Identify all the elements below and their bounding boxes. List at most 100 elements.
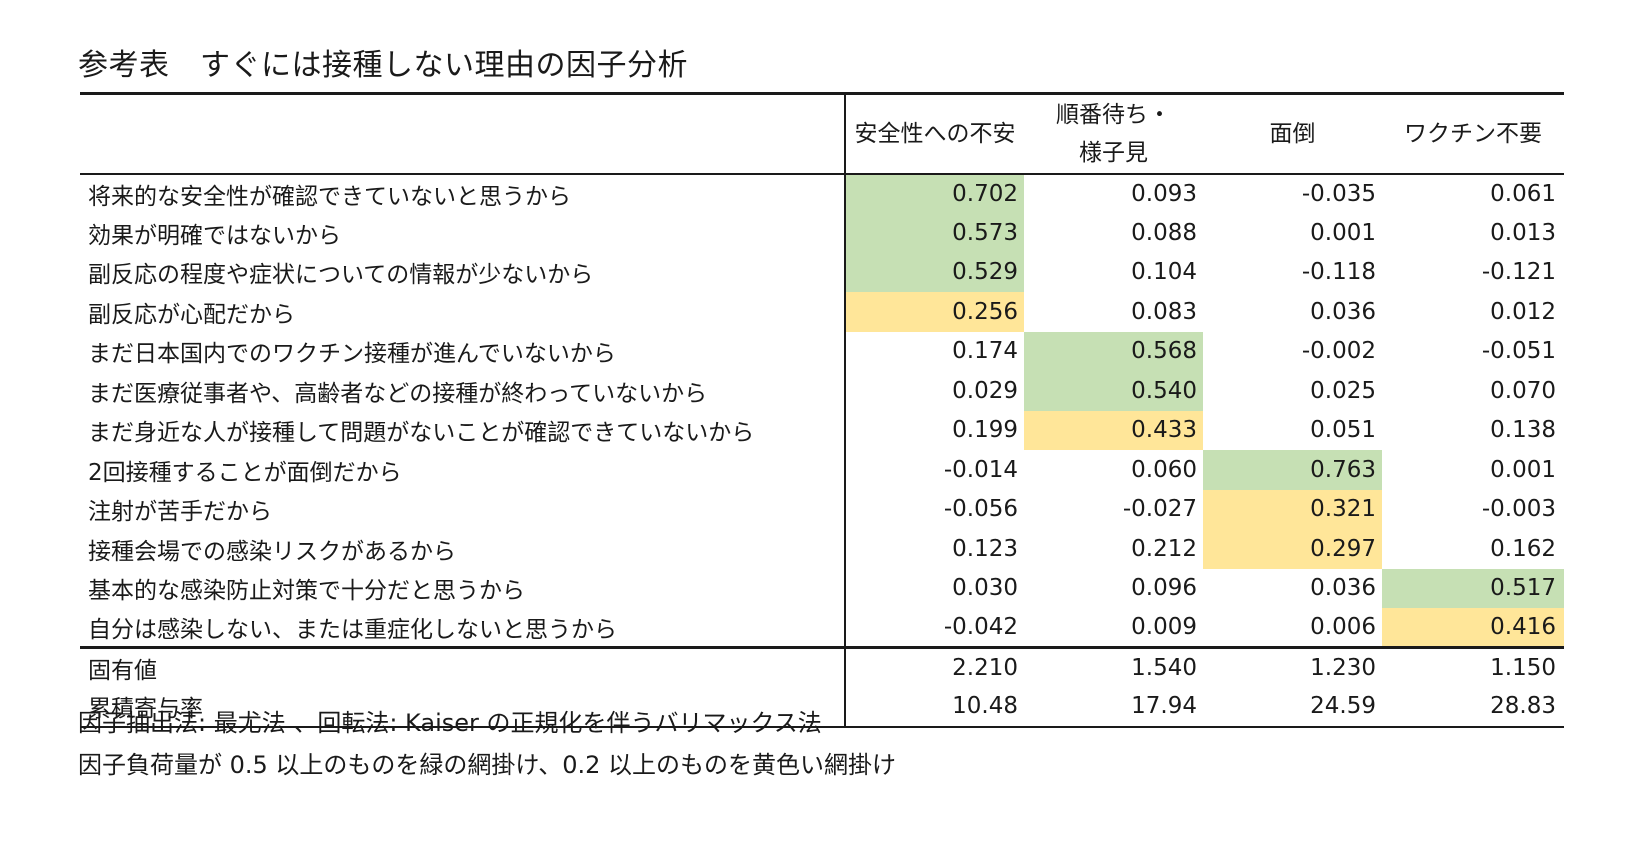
column-header-label-line1: 順番待ち・ [1056,101,1171,128]
column-header-troublesome: 面倒 [1203,92,1382,175]
table-row: 自分は感染しない、または重症化しないと思うから -0.042 0.009 0.006 0… [80,608,1564,648]
table-row: 将来的な安全性が確認できていないと思うから 0.702 0.093 -0.035 0.0… [80,173,1564,213]
row-label: 自分は感染しない、または重症化しないと思うから [88,617,617,643]
loading-value-cell: -0.056 [844,489,1024,529]
loading-value-cell: 0.256 [844,292,1024,332]
column-header-safety-concern: 安全性への不安 [844,92,1024,175]
table-row: 副反応が心配だから 0.256 0.083 0.036 0.012 [80,292,1564,332]
summary-value-cell: 10.48 [844,687,1024,728]
note-highlight-legend: 因子負荷量が 0.5 以上のものを緑の網掛け、0.2 以上のものを黄色い網掛け [78,751,897,779]
loading-value-cell: -0.118 [1301,259,1376,286]
row-label: 注射が苦手だから [88,499,272,526]
loading-value-cell: 0.138 [1490,417,1556,444]
loading-value-cell: 0.025 [1310,377,1376,404]
column-header-wait-and-see: 順番待ち・ 様子見 [1024,92,1203,175]
loading-value-cell: 0.199 [844,410,1024,450]
row-label: 将来的な安全性が確認できていないと思うから [88,183,571,210]
summary-row: 累積寄与率 10.48 17.94 24.59 28.83 [80,687,1564,728]
loading-value-cell: -0.051 [1481,338,1556,365]
column-header-label: ワクチン不要 [1404,120,1542,147]
loading-value-cell: 0.174 [844,331,1024,371]
loading-value-cell: 0.029 [844,371,1024,411]
loading-value-cell: 0.123 [844,529,1024,569]
summary-value-cell: 17.94 [1024,687,1203,728]
column-header-vaccine-unnecessary: ワクチン不要 [1382,92,1564,175]
table-row: 接種会場での感染リスクがあるから 0.123 0.212 0.297 0.162 [80,529,1564,569]
row-label: まだ医療従事者や、高齢者などの接種が終わっていないから [88,380,708,407]
table-row: 基本的な感染防止対策で十分だと思うから 0.030 0.096 0.036 0.517 [80,568,1564,608]
loading-value-cell: 0.009 [1131,614,1197,640]
column-header-label: 安全性への不安 [854,120,1016,147]
row-label: まだ日本国内でのワクチン接種が進んでいないから [88,341,616,368]
row-label: 効果が明確ではないから [88,222,341,249]
loading-value-cell: 0.083 [1131,298,1197,325]
loading-value-cell: 0.433 [1024,410,1203,450]
table-row: 注射が苦手だから -0.056 -0.027 0.321 -0.003 [80,489,1564,529]
summary-value-cell: 2.210 [844,646,1024,687]
loading-value-cell: 0.212 [1131,535,1197,562]
loading-value-cell: -0.121 [1481,259,1556,286]
row-label: まだ身近な人が接種して問題がないことが確認できていないから [88,420,755,447]
header-corner [80,92,845,175]
summary-value-cell: 1.150 [1382,646,1564,687]
summary-value-cell: 24.59 [1203,687,1382,728]
column-header-label-line2: 様子見 [1079,139,1148,166]
table-body: 将来的な安全性が確認できていないと思うから 0.702 0.093 -0.035 0.0… [80,173,1564,728]
note-extraction-method: 因子抽出法: 最尤法 、回転法: Kaiser の正規化を伴うバリマックス法 [78,709,822,737]
loading-value-cell: -0.003 [1481,496,1556,523]
loading-value-cell: 0.013 [1490,219,1556,246]
table-row: 効果が明確ではないから 0.573 0.088 0.001 0.013 [80,213,1564,253]
loading-value-cell: -0.014 [844,450,1024,490]
loading-value-cell: 0.104 [1131,259,1197,286]
loading-value-cell: 0.568 [1024,331,1203,371]
loading-value-cell: 0.060 [1131,456,1197,483]
loading-value-cell: 0.321 [1203,489,1382,529]
row-label: 基本的な感染防止対策で十分だと思うから [88,578,525,605]
loading-value-cell: 0.763 [1203,450,1382,490]
loading-value-cell: 0.006 [1310,614,1376,640]
table-row: まだ身近な人が接種して問題がないことが確認できていないから 0.199 0.433 0… [80,410,1564,450]
loading-value-cell: 0.012 [1490,298,1556,325]
summary-value-cell: 1.230 [1203,646,1382,687]
loading-value-cell: 0.416 [1382,608,1564,648]
table-row: 2回接種することが面倒だから -0.014 0.060 0.763 0.001 [80,450,1564,490]
loading-value-cell: 0.036 [1310,298,1376,325]
loading-value-cell: -0.042 [844,608,1024,648]
loading-value-cell: 0.088 [1131,219,1197,246]
loading-value-cell: 0.001 [1490,456,1556,483]
loading-value-cell: 0.702 [844,173,1024,213]
loading-value-cell: 0.030 [844,568,1024,608]
loading-value-cell: 0.096 [1131,575,1197,602]
table-row: まだ日本国内でのワクチン接種が進んでいないから 0.174 0.568 -0.002 -… [80,331,1564,371]
summary-row: 固有値 2.210 1.540 1.230 1.150 [80,646,1564,687]
row-label: 接種会場での感染リスクがあるから [88,538,456,565]
loading-value-cell: 0.297 [1203,529,1382,569]
summary-label: 累積寄与率 [80,687,845,728]
table-header-row: 安全性への不安 順番待ち・ 様子見 面倒 ワクチン不要 [80,92,1564,175]
loading-value-cell: 0.051 [1310,417,1376,444]
loading-value-cell: -0.002 [1301,338,1376,365]
loading-value-cell: 0.093 [1131,180,1197,207]
page-title: 参考表 すぐには接種しない理由の因子分析 [78,48,688,83]
loading-value-cell: 0.529 [844,252,1024,292]
loading-value-cell: 0.540 [1024,371,1203,411]
row-label: 2回接種することが面倒だから [88,459,402,486]
loading-value-cell: 0.573 [844,213,1024,253]
table-row: まだ医療従事者や、高齢者などの接種が終わっていないから 0.029 0.540 0.0… [80,371,1564,411]
loading-value-cell: -0.027 [1122,496,1197,523]
summary-label: 固有値 [80,646,845,687]
loading-value-cell: 0.070 [1490,377,1556,404]
summary-value-cell: 28.83 [1382,687,1564,728]
loading-value-cell: 0.162 [1490,535,1556,562]
loading-value-cell: 0.517 [1382,568,1564,608]
summary-value-cell: 1.540 [1024,646,1203,687]
loading-value-cell: 0.036 [1310,575,1376,602]
row-label: 副反応の程度や症状についての情報が少ないから [88,262,594,289]
row-label: 副反応が心配だから [88,301,295,328]
loading-value-cell: 0.001 [1310,219,1376,246]
loading-value-cell: 0.061 [1490,180,1556,207]
factor-analysis-table: 安全性への不安 順番待ち・ 様子見 面倒 ワクチン不要 将来的な安全性が確認でき… [80,92,1564,728]
column-header-label: 面倒 [1269,120,1316,147]
loading-value-cell: -0.035 [1301,180,1376,207]
table-row: 副反応の程度や症状についての情報が少ないから 0.529 0.104 -0.118 -0… [80,252,1564,292]
